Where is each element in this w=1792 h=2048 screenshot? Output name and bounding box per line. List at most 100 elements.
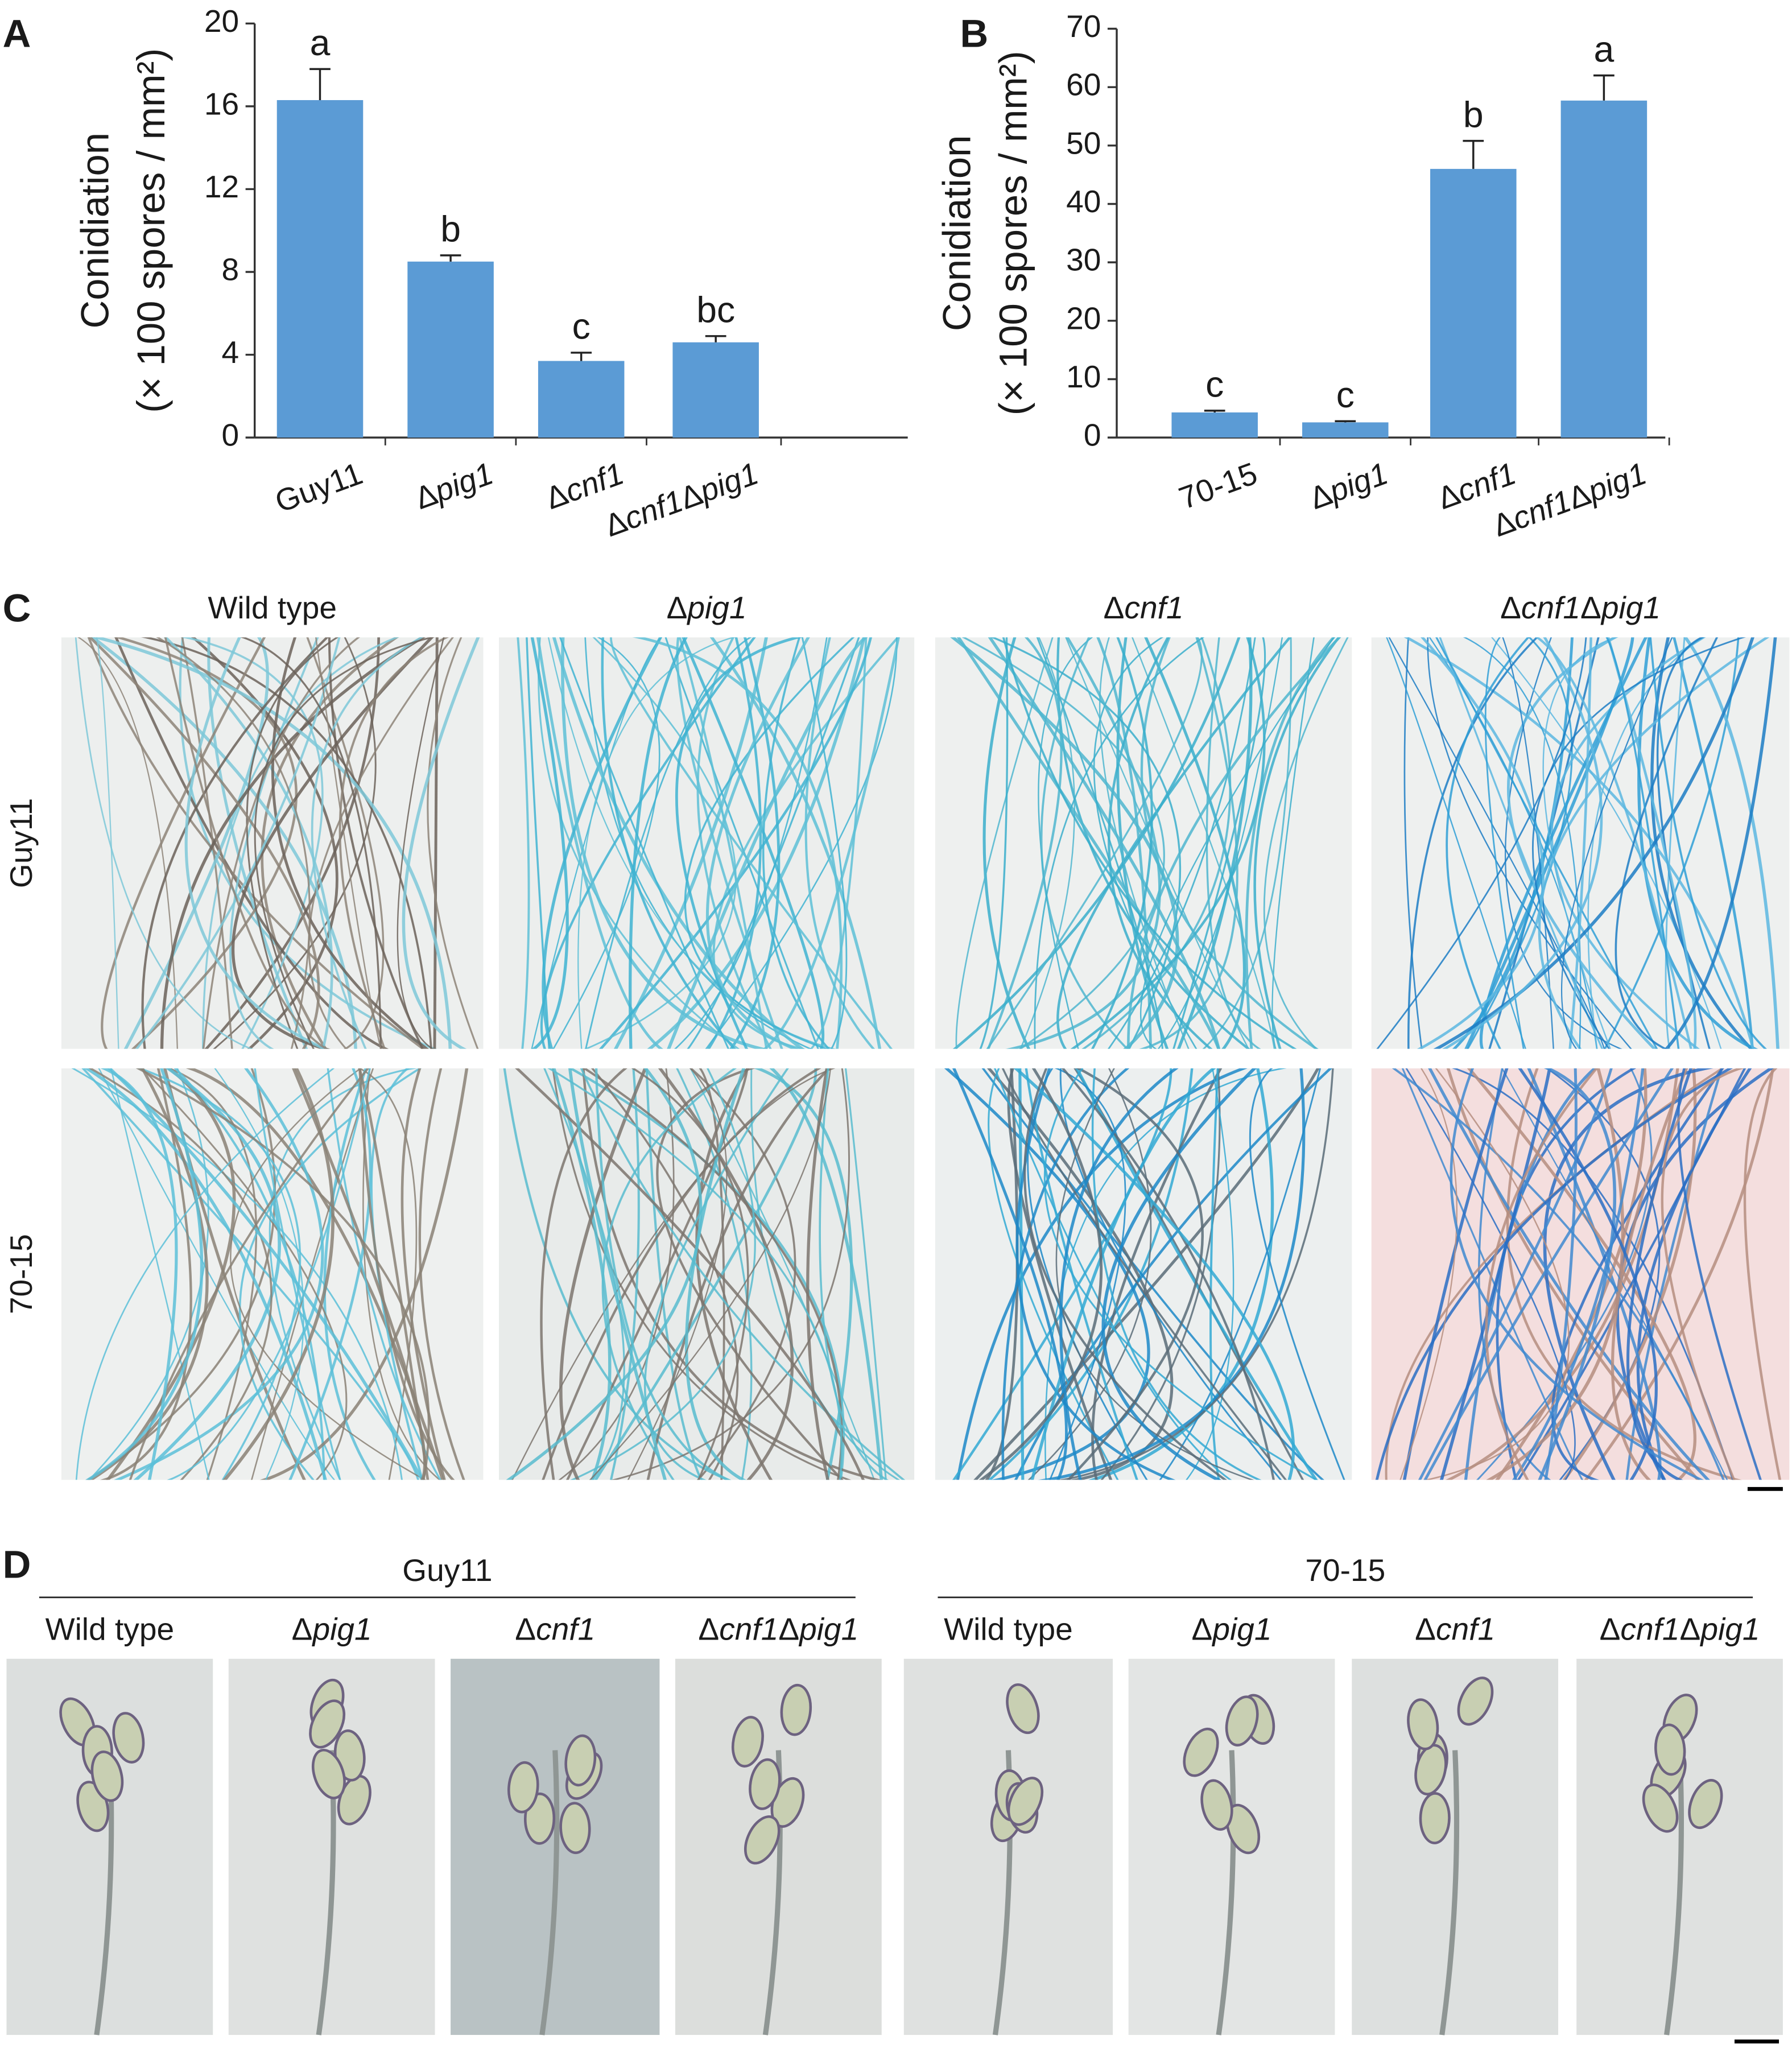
hypha bbox=[231, 637, 434, 1049]
hypha bbox=[246, 637, 339, 1049]
hypha bbox=[1656, 637, 1711, 1049]
hypha bbox=[1127, 637, 1341, 1049]
hypha bbox=[1056, 637, 1292, 1049]
hypha bbox=[1159, 1068, 1322, 1480]
hypha bbox=[85, 1068, 204, 1480]
hypha bbox=[981, 1068, 1324, 1480]
hypha bbox=[166, 1068, 258, 1480]
hypha bbox=[978, 1068, 1103, 1480]
hypha bbox=[1673, 637, 1754, 1049]
hypha bbox=[1376, 637, 1587, 1049]
hypha bbox=[540, 1068, 627, 1480]
panel-label: D bbox=[3, 1542, 31, 1586]
spore bbox=[1642, 1783, 1679, 1833]
hypha bbox=[88, 1068, 209, 1480]
text-part: Wild type bbox=[46, 1611, 175, 1646]
hypha bbox=[844, 1068, 887, 1480]
hypha bbox=[1253, 637, 1341, 1049]
hypha bbox=[1403, 637, 1423, 1049]
text-part: Δ bbox=[778, 1611, 799, 1646]
hypha bbox=[311, 637, 424, 1049]
hypha bbox=[1172, 637, 1266, 1049]
hypha bbox=[577, 637, 736, 1049]
hypha bbox=[1099, 637, 1190, 1049]
bar bbox=[276, 100, 364, 438]
hypha bbox=[71, 1068, 403, 1480]
group-label: 70-15 bbox=[1305, 1552, 1385, 1588]
hypha bbox=[88, 1068, 272, 1480]
conidiophore bbox=[539, 1750, 560, 2035]
hypha bbox=[271, 637, 430, 1049]
hypha bbox=[1568, 637, 1592, 1049]
hypha bbox=[1405, 1068, 1576, 1480]
hypha bbox=[1542, 637, 1618, 1049]
text-part: Wild type bbox=[208, 590, 337, 625]
y-tick-label: 70 bbox=[1066, 9, 1101, 44]
hypha bbox=[96, 637, 119, 1049]
spore bbox=[744, 1815, 781, 1865]
hypha bbox=[547, 1068, 843, 1480]
y-tick-label: 30 bbox=[1066, 242, 1101, 278]
hypha bbox=[240, 637, 382, 1049]
hypha bbox=[503, 1068, 732, 1480]
hypha bbox=[515, 1068, 865, 1480]
hypha bbox=[100, 1068, 192, 1480]
hypha bbox=[357, 1068, 418, 1480]
hypha bbox=[656, 1068, 844, 1480]
hypha bbox=[1506, 1068, 1742, 1480]
hypha bbox=[1005, 637, 1161, 1049]
hypha bbox=[750, 1068, 900, 1480]
hypha bbox=[110, 1068, 210, 1480]
hypha bbox=[1044, 1068, 1287, 1480]
hypha bbox=[1271, 637, 1315, 1049]
bar bbox=[407, 261, 494, 438]
spore bbox=[1419, 1792, 1451, 1844]
hypha bbox=[601, 637, 737, 1049]
hypha bbox=[418, 1068, 465, 1480]
hypha bbox=[328, 637, 424, 1049]
hypha bbox=[675, 637, 804, 1049]
hypha bbox=[207, 637, 308, 1049]
significance-letter: b bbox=[440, 209, 461, 250]
text-part: cnf1 bbox=[1620, 1611, 1679, 1646]
hypha bbox=[1101, 1068, 1257, 1480]
hypha bbox=[585, 637, 752, 1049]
hypha bbox=[135, 637, 341, 1049]
hypha bbox=[1075, 1068, 1318, 1480]
spore bbox=[1183, 1727, 1219, 1777]
hypha bbox=[609, 637, 893, 1049]
hypha bbox=[1447, 1068, 1700, 1480]
hypha bbox=[1677, 1068, 1762, 1480]
hypha bbox=[1037, 1068, 1306, 1480]
column-label: Wild type bbox=[208, 590, 337, 625]
hypha bbox=[990, 637, 1182, 1049]
text-part: Δ bbox=[1600, 1611, 1621, 1646]
hypha bbox=[358, 1068, 430, 1480]
text-part: Δ bbox=[1415, 1611, 1436, 1646]
hypha bbox=[985, 1068, 1019, 1480]
error-bar bbox=[309, 68, 331, 100]
hypha bbox=[1015, 1068, 1176, 1480]
hypha bbox=[994, 1068, 1232, 1480]
y-tick-label: 40 bbox=[1066, 184, 1101, 219]
hypha bbox=[676, 1068, 753, 1480]
hypha bbox=[955, 637, 1054, 1049]
hypha bbox=[184, 637, 328, 1049]
column-label: Wild type bbox=[944, 1611, 1073, 1646]
spore bbox=[1457, 1677, 1494, 1726]
hypha bbox=[956, 1068, 1248, 1480]
hyphae bbox=[1375, 1068, 1782, 1480]
hypha bbox=[370, 1068, 424, 1480]
hypha bbox=[1463, 637, 1582, 1049]
hypha bbox=[986, 637, 1063, 1049]
hypha bbox=[1495, 1068, 1648, 1480]
hypha bbox=[1446, 637, 1530, 1049]
y-axis-label: Conidiation bbox=[935, 135, 979, 332]
row-label: 70-15 bbox=[3, 1234, 39, 1314]
column-label: Δcnf1 bbox=[1415, 1611, 1495, 1646]
hypha bbox=[1019, 637, 1076, 1049]
hypha bbox=[684, 1068, 747, 1480]
hypha bbox=[100, 1068, 178, 1480]
hypha bbox=[707, 637, 762, 1049]
hypha bbox=[1543, 1068, 1714, 1480]
